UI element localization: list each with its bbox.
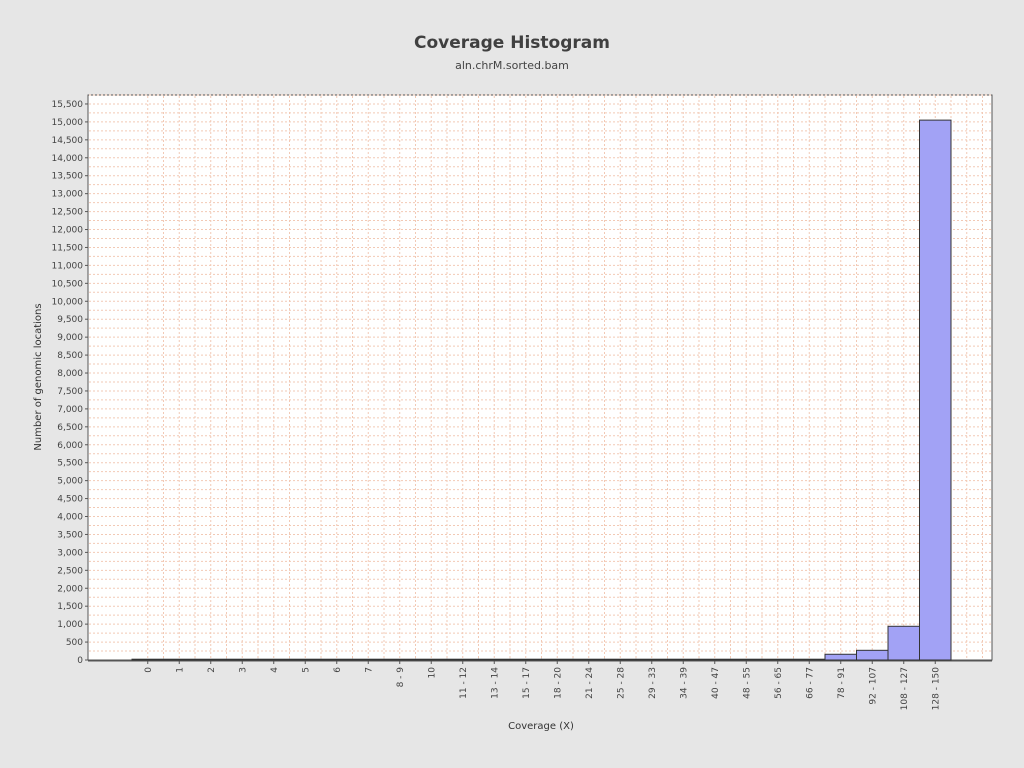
bar <box>446 658 479 661</box>
bar <box>824 653 857 661</box>
x-tick-label: 66 - 77 <box>805 667 815 699</box>
x-tick-label: 1 <box>175 667 185 673</box>
bar <box>194 658 227 661</box>
x-tick-label: 4 <box>270 667 280 673</box>
bar <box>572 658 605 661</box>
x-tick-label: 3 <box>238 667 248 673</box>
y-tick-label: 9,500 <box>57 315 83 325</box>
x-tick-label: 5 <box>301 667 311 673</box>
y-tick-label: 15,000 <box>52 118 84 128</box>
x-tick-label: 78 - 91 <box>837 667 847 699</box>
bar <box>383 658 416 661</box>
y-tick-label: 0 <box>77 656 83 666</box>
x-tick-label: 48 - 55 <box>742 667 752 699</box>
y-tick-label: 11,500 <box>52 243 84 253</box>
y-tick-label: 13,000 <box>52 190 84 200</box>
bar <box>320 658 353 661</box>
y-tick-label: 5,000 <box>57 477 83 487</box>
y-tick-label: 10,500 <box>52 279 84 289</box>
x-tick-label: 15 - 17 <box>522 667 532 699</box>
x-axis-ticks: 0 1 2 3 4 5 6 7 8 - 9 10 11 - 12 13 - 14 15 - 17 18 -… <box>144 661 941 711</box>
y-tick-label: 9,000 <box>57 333 83 343</box>
y-tick-label: 7,000 <box>57 405 83 415</box>
plot-area <box>87 94 993 661</box>
y-tick-label: 6,500 <box>57 423 83 433</box>
y-tick-label: 14,000 <box>52 154 84 164</box>
bar <box>667 658 700 661</box>
bar <box>163 658 196 661</box>
y-tick-label: 10,000 <box>52 297 84 307</box>
bar <box>698 658 731 661</box>
grid-lines <box>89 94 991 659</box>
bar <box>793 658 826 661</box>
x-tick-label: 2 <box>207 667 217 673</box>
x-tick-label: 128 - 150 <box>931 667 941 711</box>
y-tick-label: 500 <box>66 638 83 648</box>
y-tick-label: 15,500 <box>52 100 84 110</box>
x-tick-label: 92 - 107 <box>868 667 878 705</box>
bar <box>856 649 889 661</box>
bar <box>257 658 290 661</box>
bar <box>415 658 448 661</box>
x-tick-label: 13 - 14 <box>490 667 500 699</box>
y-tick-label: 1,500 <box>57 602 83 612</box>
bar <box>604 658 637 661</box>
x-tick-label: 6 <box>333 667 343 673</box>
x-tick-label: 8 - 9 <box>396 667 406 688</box>
y-tick-label: 11,000 <box>52 261 84 271</box>
bar <box>289 658 322 661</box>
y-tick-label: 8,000 <box>57 369 83 379</box>
bars <box>131 119 952 661</box>
bar <box>730 658 763 661</box>
x-axis-label: Coverage (X) <box>508 721 574 732</box>
bar <box>478 658 511 661</box>
y-tick-label: 8,500 <box>57 351 83 361</box>
bar <box>541 658 574 661</box>
y-tick-label: 1,000 <box>57 620 83 630</box>
y-axis-label: Number of genomic locations <box>33 303 44 450</box>
x-tick-label: 18 - 20 <box>553 667 563 699</box>
y-tick-label: 4,000 <box>57 513 83 523</box>
y-tick-label: 7,500 <box>57 387 83 397</box>
x-tick-label: 0 <box>144 667 154 673</box>
x-tick-label: 21 - 24 <box>585 667 595 699</box>
x-tick-label: 108 - 127 <box>900 667 910 710</box>
y-axis-ticks: 0 500 1,000 1,500 2,000 2,500 3,000 3,500 4,000 4… <box>52 100 88 666</box>
y-tick-label: 14,500 <box>52 136 84 146</box>
x-tick-label: 29 - 33 <box>648 667 658 699</box>
bar <box>131 658 164 661</box>
y-tick-label: 4,500 <box>57 495 83 505</box>
chart-title: Coverage Histogram <box>414 33 610 53</box>
x-tick-label: 56 - 65 <box>774 667 784 699</box>
bar <box>635 658 668 661</box>
y-tick-label: 2,000 <box>57 584 83 594</box>
x-tick-label: 34 - 39 <box>679 667 689 699</box>
bar <box>761 658 794 661</box>
chart-subtitle: aln.chrM.sorted.bam <box>455 59 569 72</box>
y-tick-label: 3,500 <box>57 530 83 540</box>
bar <box>352 658 385 661</box>
y-tick-label: 5,500 <box>57 459 83 469</box>
bar <box>226 658 259 661</box>
y-tick-label: 3,000 <box>57 548 83 558</box>
bar <box>509 658 542 661</box>
y-tick-label: 6,000 <box>57 441 83 451</box>
x-tick-label: 11 - 12 <box>459 667 469 699</box>
x-tick-label: 10 <box>427 667 437 679</box>
y-tick-label: 12,000 <box>52 226 84 236</box>
y-tick-label: 2,500 <box>57 566 83 576</box>
bar <box>887 625 920 661</box>
x-tick-label: 25 - 28 <box>616 667 626 699</box>
y-tick-label: 13,500 <box>52 172 84 182</box>
y-tick-label: 12,500 <box>52 208 84 218</box>
axes <box>87 95 992 662</box>
x-tick-label: 7 <box>364 667 374 673</box>
bar <box>919 119 952 661</box>
x-tick-label: 40 - 47 <box>711 667 721 699</box>
